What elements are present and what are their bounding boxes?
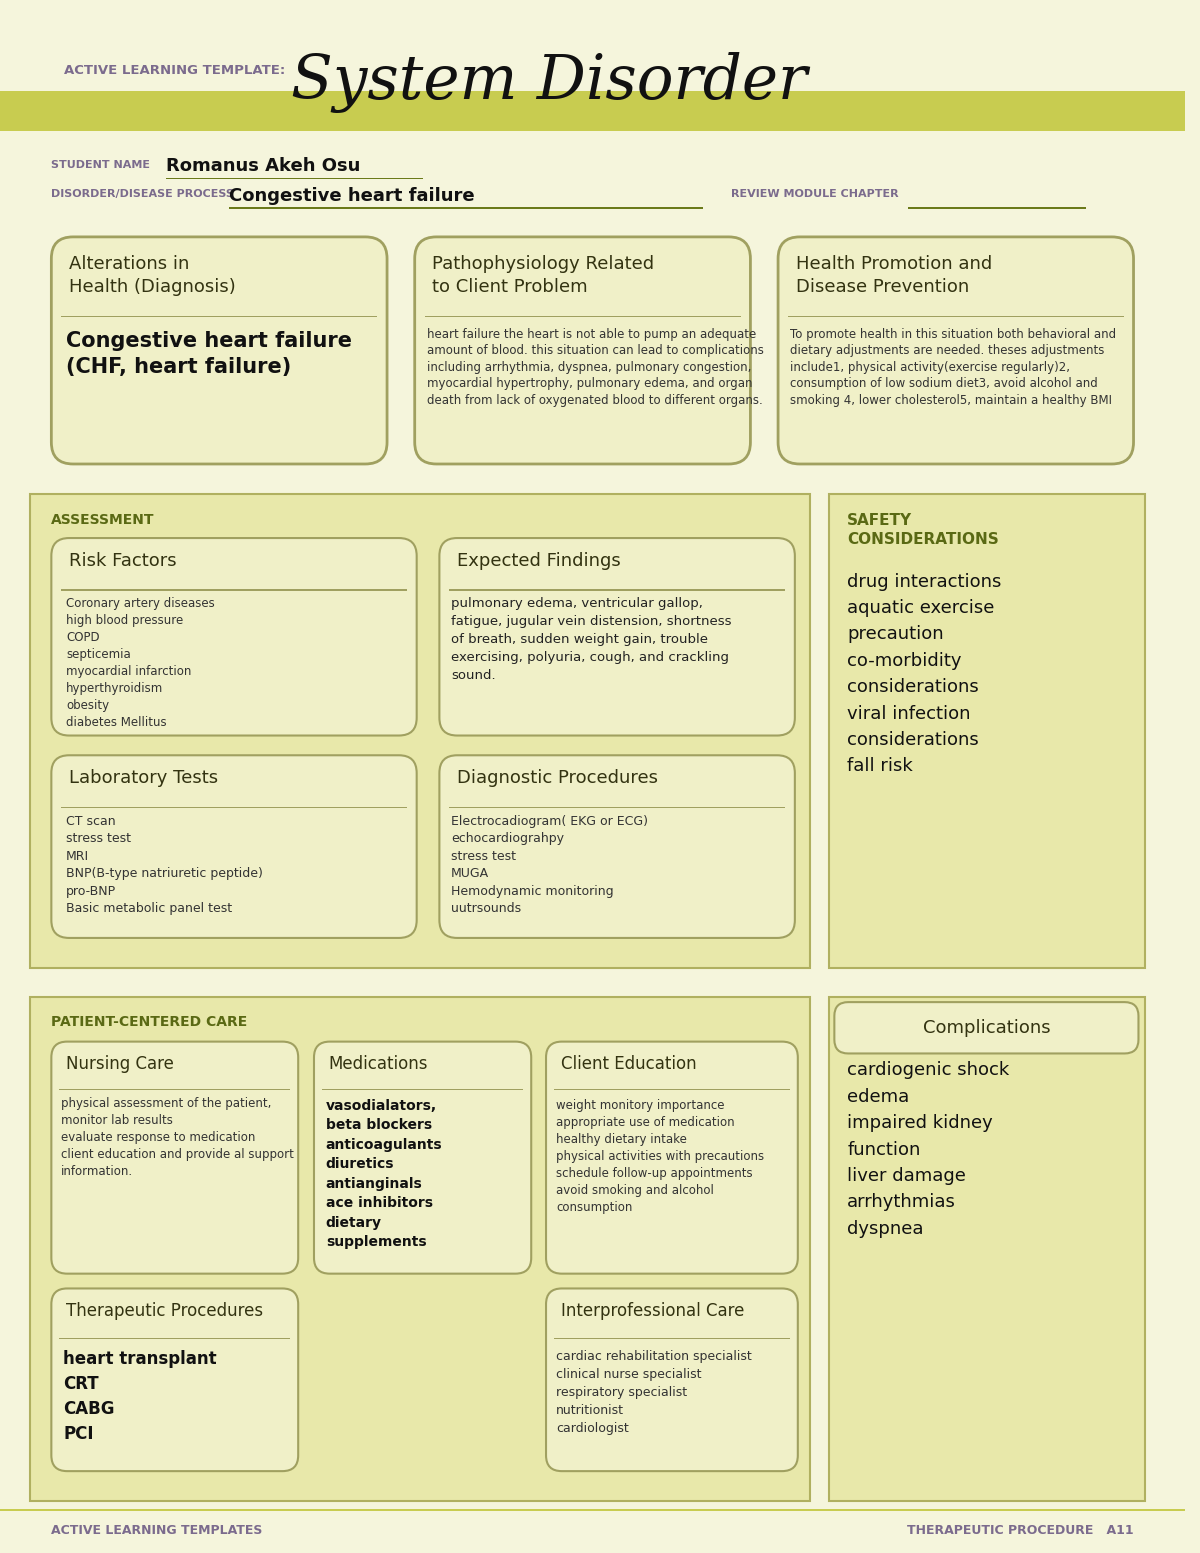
- FancyBboxPatch shape: [30, 494, 810, 968]
- Text: Diagnostic Procedures: Diagnostic Procedures: [457, 769, 658, 787]
- Text: Pathophysiology Related
to Client Problem: Pathophysiology Related to Client Proble…: [432, 255, 655, 297]
- Text: pulmonary edema, ventricular gallop,
fatigue, jugular vein distension, shortness: pulmonary edema, ventricular gallop, fat…: [451, 598, 732, 682]
- Text: THERAPEUTIC PROCEDURE   A11: THERAPEUTIC PROCEDURE A11: [907, 1523, 1134, 1537]
- Text: weight monitory importance
appropriate use of medication
healthy dietary intake
: weight monitory importance appropriate u…: [556, 1100, 764, 1214]
- FancyBboxPatch shape: [30, 997, 810, 1500]
- Text: Congestive heart failure: Congestive heart failure: [229, 186, 475, 205]
- FancyBboxPatch shape: [778, 238, 1134, 464]
- Text: heart transplant
CRT
CABG
PCI: heart transplant CRT CABG PCI: [64, 1350, 217, 1443]
- FancyBboxPatch shape: [52, 755, 416, 938]
- FancyBboxPatch shape: [439, 755, 794, 938]
- Text: CT scan
stress test
MRI
BNP(B-type natriuretic peptide)
pro-BNP
Basic metabolic : CT scan stress test MRI BNP(B-type natri…: [66, 814, 263, 915]
- Text: SAFETY
CONSIDERATIONS: SAFETY CONSIDERATIONS: [847, 514, 998, 547]
- FancyBboxPatch shape: [829, 997, 1145, 1500]
- Text: Coronary artery diseases
high blood pressure
COPD
septicemia
myocardial infarcti: Coronary artery diseases high blood pres…: [66, 598, 215, 730]
- Text: physical assessment of the patient,
monitor lab results
evaluate response to med: physical assessment of the patient, moni…: [61, 1096, 294, 1177]
- Text: Client Education: Client Education: [560, 1056, 696, 1073]
- Text: STUDENT NAME: STUDENT NAME: [52, 160, 150, 169]
- Bar: [0, 1508, 1184, 1511]
- Text: REVIEW MODULE CHAPTER: REVIEW MODULE CHAPTER: [731, 189, 899, 199]
- Text: PATIENT-CENTERED CARE: PATIENT-CENTERED CARE: [52, 1016, 247, 1030]
- Bar: [0, 129, 1184, 132]
- Text: Laboratory Tests: Laboratory Tests: [70, 769, 218, 787]
- Text: Congestive heart failure
(CHF, heart failure): Congestive heart failure (CHF, heart fai…: [66, 331, 352, 377]
- Bar: [0, 9, 1184, 123]
- Text: ACTIVE LEARNING TEMPLATE:: ACTIVE LEARNING TEMPLATE:: [64, 64, 286, 78]
- Text: Expected Findings: Expected Findings: [457, 551, 620, 570]
- Text: vasodialators,
beta blockers
anticoagulants
diuretics
antianginals
ace inhibitor: vasodialators, beta blockers anticoagula…: [326, 1100, 443, 1249]
- FancyBboxPatch shape: [52, 238, 388, 464]
- FancyBboxPatch shape: [52, 1289, 298, 1471]
- Text: System Disorder: System Disorder: [292, 53, 808, 113]
- Text: ACTIVE LEARNING TEMPLATES: ACTIVE LEARNING TEMPLATES: [52, 1523, 263, 1537]
- FancyBboxPatch shape: [314, 1042, 532, 1273]
- FancyBboxPatch shape: [546, 1289, 798, 1471]
- Text: Therapeutic Procedures: Therapeutic Procedures: [66, 1303, 263, 1320]
- Text: DISORDER/DISEASE PROCESS: DISORDER/DISEASE PROCESS: [52, 189, 234, 199]
- Text: drug interactions
aquatic exercise
precaution
co-morbidity
considerations
viral : drug interactions aquatic exercise preca…: [847, 573, 1002, 775]
- Text: Electrocadiogram( EKG or ECG)
echocardiograhpy
stress test
MUGA
Hemodynamic moni: Electrocadiogram( EKG or ECG) echocardio…: [451, 814, 648, 915]
- FancyBboxPatch shape: [52, 1042, 298, 1273]
- Text: Risk Factors: Risk Factors: [70, 551, 176, 570]
- Text: heart failure the heart is not able to pump an adequate
amount of blood. this si: heart failure the heart is not able to p…: [426, 328, 763, 407]
- Text: Complications: Complications: [923, 1019, 1050, 1037]
- Text: ASSESSMENT: ASSESSMENT: [52, 514, 155, 528]
- Text: Interprofessional Care: Interprofessional Care: [560, 1303, 744, 1320]
- Text: Romanus Akeh Osu: Romanus Akeh Osu: [166, 157, 360, 175]
- FancyBboxPatch shape: [829, 494, 1145, 968]
- Text: cardiogenic shock
edema
impaired kidney
function
liver damage
arrhythmias
dyspne: cardiogenic shock edema impaired kidney …: [847, 1061, 1009, 1238]
- Text: Health Promotion and
Disease Prevention: Health Promotion and Disease Prevention: [796, 255, 992, 297]
- FancyBboxPatch shape: [439, 537, 794, 736]
- Bar: [0, 90, 1184, 129]
- Text: To promote health in this situation both behavioral and
dietary adjustments are : To promote health in this situation both…: [790, 328, 1116, 407]
- FancyBboxPatch shape: [415, 238, 750, 464]
- Bar: [0, 1511, 1184, 1544]
- Text: Medications: Medications: [329, 1056, 428, 1073]
- FancyBboxPatch shape: [52, 537, 416, 736]
- FancyBboxPatch shape: [834, 1002, 1139, 1053]
- Text: Nursing Care: Nursing Care: [66, 1056, 174, 1073]
- Text: Alterations in
Health (Diagnosis): Alterations in Health (Diagnosis): [70, 255, 236, 297]
- Text: cardiac rehabilitation specialist
clinical nurse specialist
respiratory speciali: cardiac rehabilitation specialist clinic…: [556, 1350, 751, 1435]
- FancyBboxPatch shape: [546, 1042, 798, 1273]
